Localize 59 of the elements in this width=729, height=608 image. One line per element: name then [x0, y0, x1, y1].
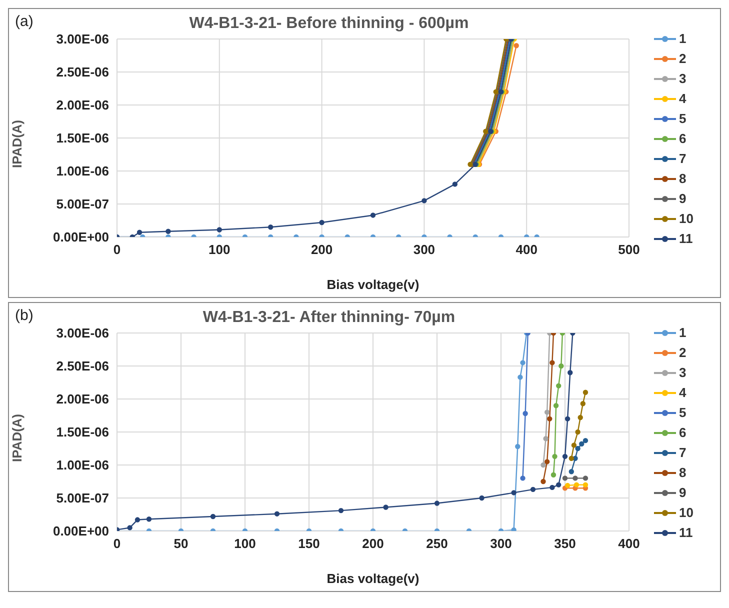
legend-label: 5 [679, 111, 686, 126]
legend-label: 3 [679, 365, 686, 380]
x-tick-label: 350 [554, 536, 576, 552]
x-tick-label: 100 [208, 242, 230, 258]
x-tick-label: 100 [234, 536, 256, 552]
legend-label: 9 [679, 191, 686, 206]
legend-label: 11 [679, 525, 693, 540]
x-tick-label: 300 [413, 242, 436, 258]
y-tick-label: 2.50E-06 [56, 358, 109, 374]
y-tick-label: 1.00E-06 [56, 458, 109, 473]
legend-label: 10 [679, 211, 694, 226]
legend-label: 9 [679, 485, 686, 500]
y-tick-label: 5.00E-07 [56, 490, 109, 506]
legend-label: 4 [679, 385, 686, 400]
legend-label: 2 [679, 345, 686, 360]
x-tick-label: 300 [490, 536, 512, 552]
x-tick-label: 250 [426, 536, 448, 552]
legend-label: 8 [679, 171, 686, 186]
x-tick-label: 0 [113, 536, 121, 552]
y-tick-label: 2.50E-06 [56, 64, 109, 80]
legend-label: 6 [679, 131, 686, 146]
x-axis-title: Bias voltage(v) [326, 277, 420, 292]
x-tick-label: 500 [618, 242, 640, 258]
legend-label: 8 [679, 465, 686, 480]
y-tick-label: 1.50E-06 [56, 130, 109, 146]
y-tick-label: 3.00E-06 [56, 32, 109, 47]
y-tick-label: 1.00E-06 [56, 164, 109, 179]
chart-title: W4-B1-3-21- Before thinning - 600µm [188, 15, 470, 33]
x-tick-label: 200 [362, 536, 384, 552]
y-tick-label: 0.00E+00 [52, 524, 109, 539]
y-tick-label: 2.00E-06 [56, 392, 109, 407]
legend-label: 2 [679, 51, 686, 66]
x-tick-label: 200 [310, 242, 333, 258]
legend-label: 11 [679, 231, 693, 246]
legend-label: 10 [679, 505, 694, 520]
legend-label: 7 [679, 151, 686, 166]
y-tick-label: 2.00E-06 [56, 98, 109, 113]
legend-label: 5 [679, 405, 686, 420]
legend-label: 6 [679, 425, 686, 440]
text: (b) [15, 307, 34, 324]
x-tick-label: 50 [174, 536, 188, 552]
y-tick-label: 0.00E+00 [52, 230, 109, 245]
legend-label: 4 [679, 91, 686, 106]
legend-label: 1 [679, 31, 686, 46]
y-axis-title: IPAD(A) [10, 414, 25, 462]
x-tick-label: 0 [113, 242, 121, 258]
legend-label: 3 [679, 71, 686, 86]
y-tick-label: 1.50E-06 [56, 424, 109, 440]
chart-title: W4-B1-3-21- After thinning- 70µm [202, 309, 456, 327]
x-tick-label: 400 [618, 536, 640, 552]
legend-label: 7 [679, 445, 686, 460]
y-tick-label: 3.00E-06 [56, 326, 109, 341]
x-tick-label: 400 [516, 242, 538, 258]
y-axis-title: IPAD(A) [10, 120, 25, 168]
legend-label: 1 [679, 325, 686, 340]
y-tick-label: 5.00E-07 [56, 196, 109, 212]
text: (a) [15, 13, 34, 30]
x-axis-title: Bias voltage(v) [326, 571, 420, 586]
x-tick-label: 150 [298, 536, 320, 552]
